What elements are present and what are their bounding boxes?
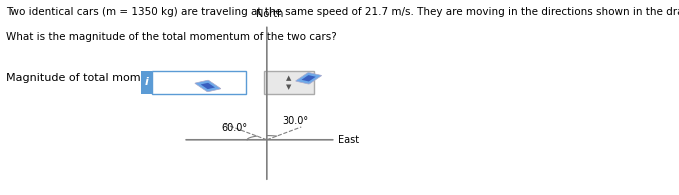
Text: North: North: [255, 9, 283, 19]
Text: i: i: [145, 77, 149, 87]
FancyBboxPatch shape: [296, 73, 321, 84]
Text: Two identical cars (m = 1350 kg) are traveling at the same speed of 21.7 m/s. Th: Two identical cars (m = 1350 kg) are tra…: [6, 7, 679, 17]
FancyBboxPatch shape: [195, 80, 221, 92]
FancyBboxPatch shape: [201, 83, 215, 89]
Text: What is the magnitude of the total momentum of the two cars?: What is the magnitude of the total momen…: [6, 32, 337, 42]
Text: East: East: [338, 135, 359, 145]
Text: 30.0°: 30.0°: [282, 116, 308, 126]
FancyBboxPatch shape: [301, 75, 316, 82]
Text: ▼: ▼: [287, 84, 292, 90]
Text: ▲: ▲: [287, 75, 292, 81]
FancyBboxPatch shape: [152, 71, 246, 94]
FancyBboxPatch shape: [264, 71, 314, 94]
Text: Magnitude of total momentum =: Magnitude of total momentum =: [6, 73, 190, 83]
Text: 60.0°: 60.0°: [222, 123, 248, 133]
FancyBboxPatch shape: [141, 71, 152, 94]
